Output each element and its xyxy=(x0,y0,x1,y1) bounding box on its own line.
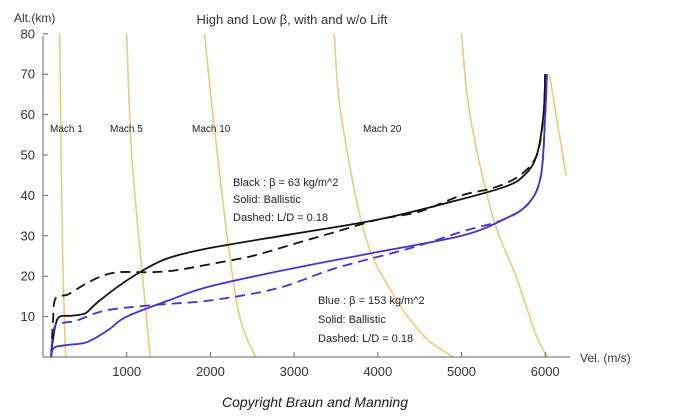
y-tick-label: 70 xyxy=(21,67,35,82)
y-tick-label: 20 xyxy=(21,269,35,284)
chart-area: High and Low β, with and w/o Lift Alt.(k… xyxy=(14,11,631,379)
x-tick-label: 3000 xyxy=(280,364,309,379)
black-legend-solid: Solid: Ballistic xyxy=(233,194,301,206)
mach-line-5 xyxy=(460,33,549,358)
black-legend-dashed: Dashed: L/D = 0.18 xyxy=(233,212,328,224)
x-axis-label: Vel. (m/s) xyxy=(580,351,631,365)
mach-label-5: Mach 5 xyxy=(110,124,143,135)
x-tick-label: 6000 xyxy=(531,364,560,379)
chart-title: High and Low β, with and w/o Lift xyxy=(196,12,387,27)
mach-line-1 xyxy=(58,33,67,358)
y-axis-label: Alt.(km) xyxy=(14,11,55,25)
y-tick-label: 40 xyxy=(21,188,35,203)
blue-legend-solid: Solid: Ballistic xyxy=(318,314,386,326)
x-tick-label: 4000 xyxy=(363,364,392,379)
axis-ticks: 10 20 30 40 50 60 70 80 1000 2000 3000 4000 5000 6000 xyxy=(21,26,560,379)
y-tick-label: 50 xyxy=(21,148,35,163)
series-line-1 xyxy=(50,74,547,358)
blue-legend-title: Blue : β = 153 kg/m^2 xyxy=(318,295,425,307)
y-tick-label: 30 xyxy=(21,228,35,243)
series-line-4 xyxy=(50,74,548,358)
blue-legend-dashed: Dashed: L/D = 0.18 xyxy=(318,333,413,345)
x-tick-label: 1000 xyxy=(112,364,141,379)
y-tick-label: 10 xyxy=(21,309,35,324)
data-series xyxy=(50,74,548,358)
mach-label-1: Mach 1 xyxy=(50,124,83,135)
y-tick-label: 80 xyxy=(21,26,35,41)
x-tick-label: 5000 xyxy=(447,364,476,379)
copyright-caption: Copyright Braun and Manning xyxy=(221,394,408,410)
mach-line-2 xyxy=(125,33,151,358)
mach-label-20: Mach 20 xyxy=(363,124,402,135)
y-tick-label: 60 xyxy=(21,107,35,122)
mach-line-4 xyxy=(333,33,454,358)
series-line-2 xyxy=(50,74,547,358)
x-tick-label: 2000 xyxy=(196,364,225,379)
mach-label-10: Mach 10 xyxy=(192,124,231,135)
mach-line-3 xyxy=(203,33,257,358)
mach-line-6 xyxy=(548,74,567,176)
mach-lines xyxy=(58,33,567,358)
black-legend-title: Black : β = 63 kg/m^2 xyxy=(233,177,338,189)
